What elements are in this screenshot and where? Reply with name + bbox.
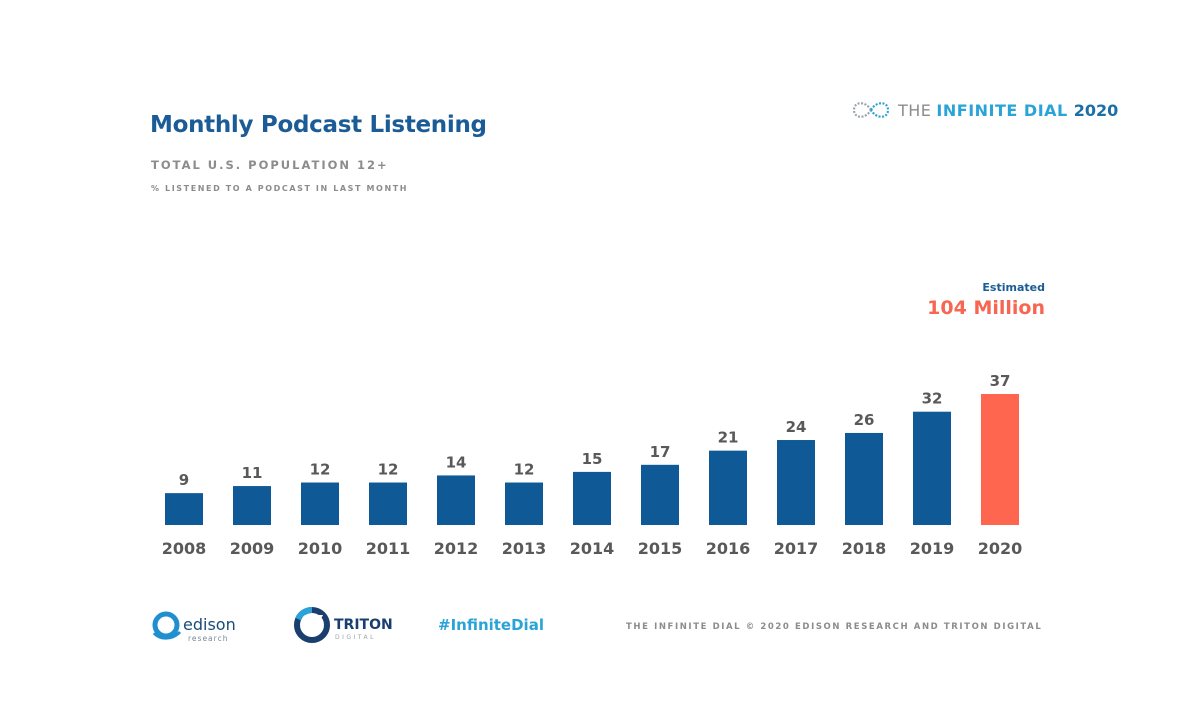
x-tick-label-2020: 2020: [978, 539, 1023, 558]
value-label-2017: 24: [786, 418, 807, 436]
value-label-2013: 12: [514, 461, 535, 479]
value-label-2020: 37: [990, 372, 1011, 390]
triton-digital-icon: TRITON DIGITAL: [294, 607, 393, 643]
x-tick-label-2016: 2016: [706, 539, 751, 558]
bar-2016: [709, 450, 747, 525]
x-tick-label-2013: 2013: [502, 539, 547, 558]
hashtag-link[interactable]: #InfiniteDial: [438, 616, 544, 634]
estimated-value: 104 Million: [927, 297, 1045, 319]
x-tick-label-2009: 2009: [230, 539, 275, 558]
x-tick-label-2017: 2017: [774, 539, 819, 558]
infinite-dial-logo: THE INFINITE DIAL 2020: [850, 96, 1118, 124]
value-label-2008: 9: [179, 471, 189, 489]
edison-research-icon: edison research: [152, 611, 236, 643]
infinity-icon: [852, 102, 890, 118]
page-title: Monthly Podcast Listening: [150, 112, 487, 138]
edison-text: edison: [183, 615, 236, 634]
brand-year: 2020: [1073, 100, 1119, 120]
bar-2013: [505, 482, 543, 525]
value-label-2019: 32: [922, 390, 943, 408]
copyright-text: THE INFINITE DIAL © 2020 EDISON RESEARCH…: [626, 622, 1043, 632]
x-tick-label-2018: 2018: [842, 539, 887, 558]
subsubtitle: % LISTENED TO A PODCAST IN LAST MONTH: [151, 184, 409, 193]
bar-2009: [233, 486, 271, 525]
x-tick-label-2008: 2008: [162, 539, 207, 558]
subtitle: TOTAL U.S. POPULATION 12+: [151, 158, 389, 172]
bar-2015: [641, 464, 679, 525]
x-tick-label-2015: 2015: [638, 539, 683, 558]
value-label-2011: 12: [378, 461, 399, 479]
bar-2017: [777, 440, 815, 525]
brand-the-text: THE: [898, 100, 932, 120]
value-label-2014: 15: [582, 450, 603, 468]
value-label-2015: 17: [650, 443, 671, 461]
bar-2011: [369, 482, 407, 525]
triton-logo: TRITON DIGITAL: [292, 603, 402, 651]
value-label-2012: 14: [446, 453, 467, 471]
brand-dial-text: INFINITE DIAL: [936, 100, 1068, 120]
edison-sub-text: research: [188, 634, 228, 643]
edison-logo: edison research: [148, 606, 248, 652]
x-tick-label-2011: 2011: [366, 539, 411, 558]
x-tick-label-2019: 2019: [910, 539, 955, 558]
value-label-2016: 21: [718, 429, 739, 447]
bar-2008: [165, 493, 203, 525]
x-tick-label-2012: 2012: [434, 539, 479, 558]
bar-2012: [437, 475, 475, 525]
triton-text: TRITON: [334, 617, 393, 633]
bar-2014: [573, 471, 611, 525]
x-tick-label-2014: 2014: [570, 539, 615, 558]
bar-2019: [913, 411, 951, 525]
estimated-label: Estimated: [982, 281, 1045, 294]
bar-2018: [845, 432, 883, 525]
bar-2010: [301, 482, 339, 525]
x-tick-label-2010: 2010: [298, 539, 343, 558]
value-label-2010: 12: [310, 461, 331, 479]
value-label-2009: 11: [242, 464, 263, 482]
bar-2020: [981, 394, 1019, 525]
value-label-2018: 26: [854, 411, 875, 429]
triton-sub-text: DIGITAL: [335, 634, 376, 641]
